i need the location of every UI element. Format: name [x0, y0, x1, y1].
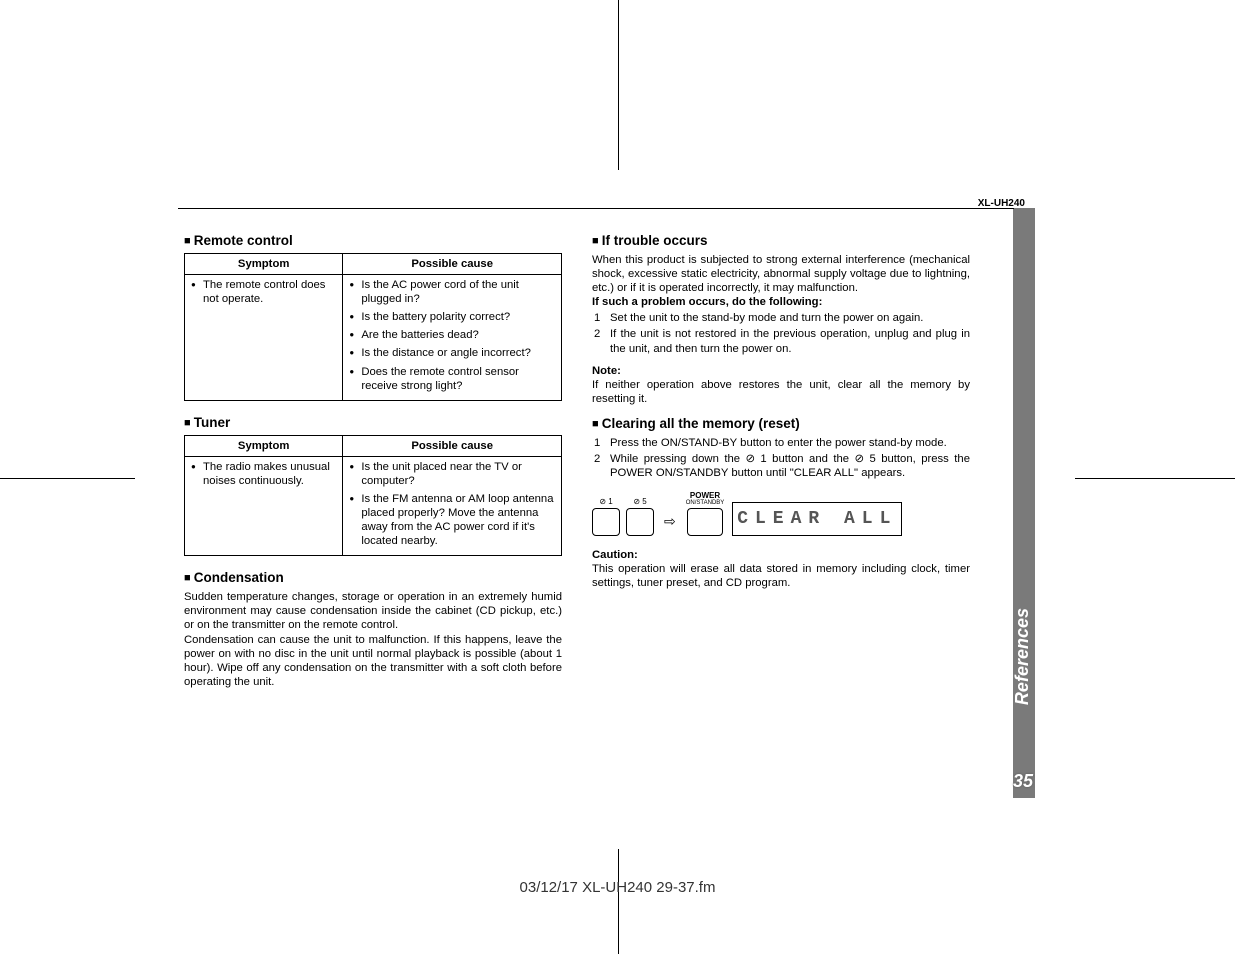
clear-step: While pressing down the ⊘ 1 button and t…	[592, 452, 970, 480]
tuner-table: Symptom Possible cause The radio makes u…	[184, 435, 562, 557]
arrow-right-icon: ⇨	[662, 513, 678, 531]
left-column: Remote control Symptom Possible cause Th…	[184, 229, 562, 689]
right-column: If trouble occurs When this product is s…	[592, 229, 970, 689]
tuner-cause: Is the FM antenna or AM loop antenna pla…	[349, 492, 555, 548]
note-text: If neither operation above restores the …	[592, 378, 970, 406]
remote-cause: Is the battery polarity correct?	[349, 310, 555, 324]
reset-diagram: ⊘ 1 ⊘ 5 ⇨ POWER ON/STANDBY CL	[592, 490, 970, 536]
lcd-display: CLEAR ALL	[732, 502, 902, 536]
remote-cause-cell: Is the AC power cord of the unit plugged…	[343, 274, 562, 400]
heading-remote: Remote control	[184, 233, 562, 250]
footer: 03/12/17 XL-UH240 29-37.fm	[0, 879, 1235, 896]
tuner-symptom-cell: The radio makes unusual noises continuou…	[185, 456, 343, 556]
caution-label: Caution:	[592, 548, 970, 562]
trouble-step: Set the unit to the stand-by mode and tu…	[592, 311, 970, 325]
th-cause: Possible cause	[343, 253, 562, 274]
remote-cause: Are the batteries dead?	[349, 328, 555, 342]
heading-tuner: Tuner	[184, 415, 562, 432]
tuner-symptom: The radio makes unusual noises continuou…	[191, 460, 336, 488]
heading-condensation: Condensation	[184, 570, 562, 587]
condensation-p1: Sudden temperature changes, storage or o…	[184, 590, 562, 632]
page-number: 35	[1013, 771, 1033, 792]
trouble-p1: When this product is subjected to strong…	[592, 253, 970, 295]
button-skip-5: ⊘ 5	[626, 490, 654, 536]
th-cause: Possible cause	[343, 435, 562, 456]
trouble-steps: Set the unit to the stand-by mode and tu…	[592, 311, 970, 355]
remote-cause: Is the AC power cord of the unit plugged…	[349, 278, 555, 306]
remote-symptom: The remote control does not operate.	[191, 278, 336, 306]
remote-cause: Is the distance or angle incorrect?	[349, 346, 555, 360]
remote-cause: Does the remote control sensor receive s…	[349, 365, 555, 393]
button-label: ⊘ 1	[599, 490, 612, 506]
trouble-step: If the unit is not restored in the previ…	[592, 327, 970, 355]
note-label: Note:	[592, 364, 970, 378]
section-tab: References 35	[1013, 208, 1035, 798]
button-power: POWER ON/STANDBY	[686, 490, 725, 536]
heading-trouble: If trouble occurs	[592, 233, 970, 250]
button-label: POWER ON/STANDBY	[686, 490, 725, 506]
clear-steps: Press the ON/STAND-BY button to enter th…	[592, 436, 970, 480]
section-tab-label: References	[1012, 608, 1033, 705]
heading-clear: Clearing all the memory (reset)	[592, 416, 970, 433]
trouble-bold: If such a problem occurs, do the followi…	[592, 295, 970, 309]
tuner-cause: Is the unit placed near the TV or comput…	[349, 460, 555, 488]
caution-text: This operation will erase all data store…	[592, 562, 970, 590]
page-frame: Remote control Symptom Possible cause Th…	[178, 208, 1014, 799]
th-symptom: Symptom	[185, 253, 343, 274]
remote-symptom-cell: The remote control does not operate.	[185, 274, 343, 400]
th-symptom: Symptom	[185, 435, 343, 456]
button-skip-1: ⊘ 1	[592, 490, 620, 536]
button-label: ⊘ 5	[633, 490, 646, 506]
tuner-cause-cell: Is the unit placed near the TV or comput…	[343, 456, 562, 556]
remote-table: Symptom Possible cause The remote contro…	[184, 253, 562, 401]
condensation-p2: Condensation can cause the unit to malfu…	[184, 633, 562, 689]
clear-step: Press the ON/STAND-BY button to enter th…	[592, 436, 970, 450]
